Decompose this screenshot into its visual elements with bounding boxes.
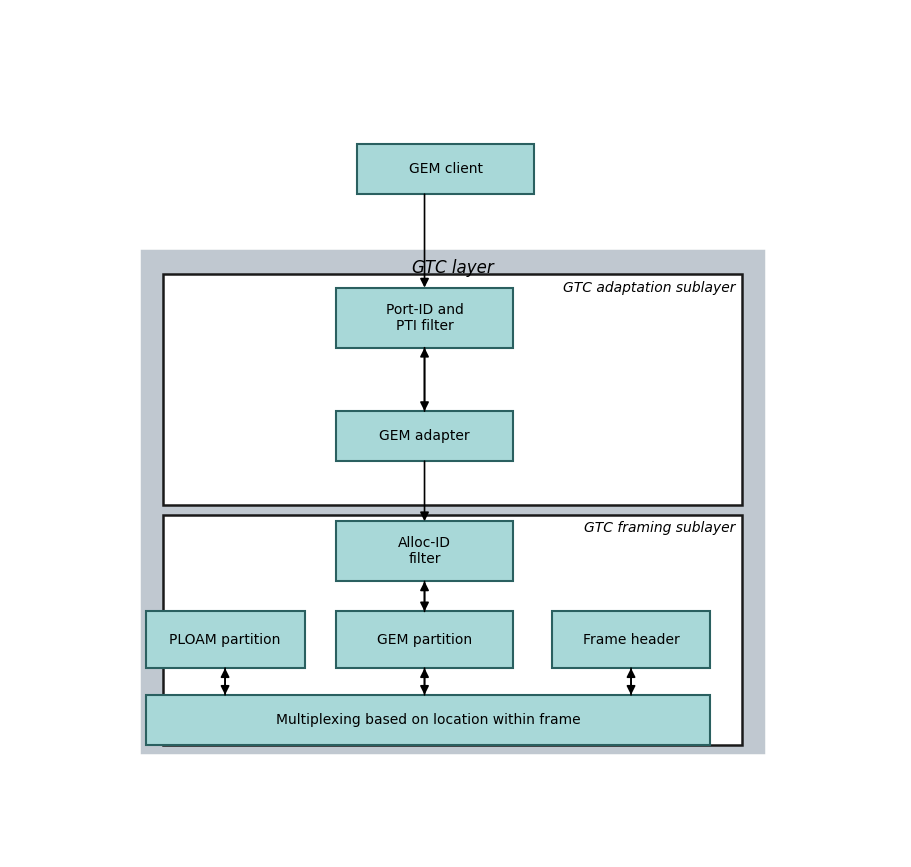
Text: Frame header: Frame header bbox=[583, 633, 680, 647]
Text: GEM partition: GEM partition bbox=[377, 633, 472, 647]
Bar bbox=[336, 411, 513, 461]
Bar bbox=[142, 251, 763, 752]
Bar bbox=[336, 611, 513, 668]
Text: GEM adapter: GEM adapter bbox=[379, 429, 470, 443]
Text: Multiplexing based on location within frame: Multiplexing based on location within fr… bbox=[276, 713, 580, 727]
Text: GTC layer: GTC layer bbox=[412, 258, 494, 277]
Text: GTC adaptation sublayer: GTC adaptation sublayer bbox=[563, 281, 735, 295]
Text: Port-ID and
PTI filter: Port-ID and PTI filter bbox=[385, 303, 464, 333]
Bar bbox=[336, 521, 513, 582]
Bar bbox=[357, 144, 534, 194]
Bar bbox=[146, 694, 711, 745]
Text: GTC framing sublayer: GTC framing sublayer bbox=[584, 521, 735, 535]
Bar bbox=[163, 515, 742, 745]
Bar bbox=[552, 611, 711, 668]
Bar bbox=[336, 288, 513, 348]
Text: Alloc-ID
filter: Alloc-ID filter bbox=[398, 536, 451, 566]
Bar bbox=[163, 274, 742, 505]
Text: GEM client: GEM client bbox=[409, 162, 483, 176]
Text: PLOAM partition: PLOAM partition bbox=[169, 633, 281, 647]
Bar bbox=[146, 611, 304, 668]
